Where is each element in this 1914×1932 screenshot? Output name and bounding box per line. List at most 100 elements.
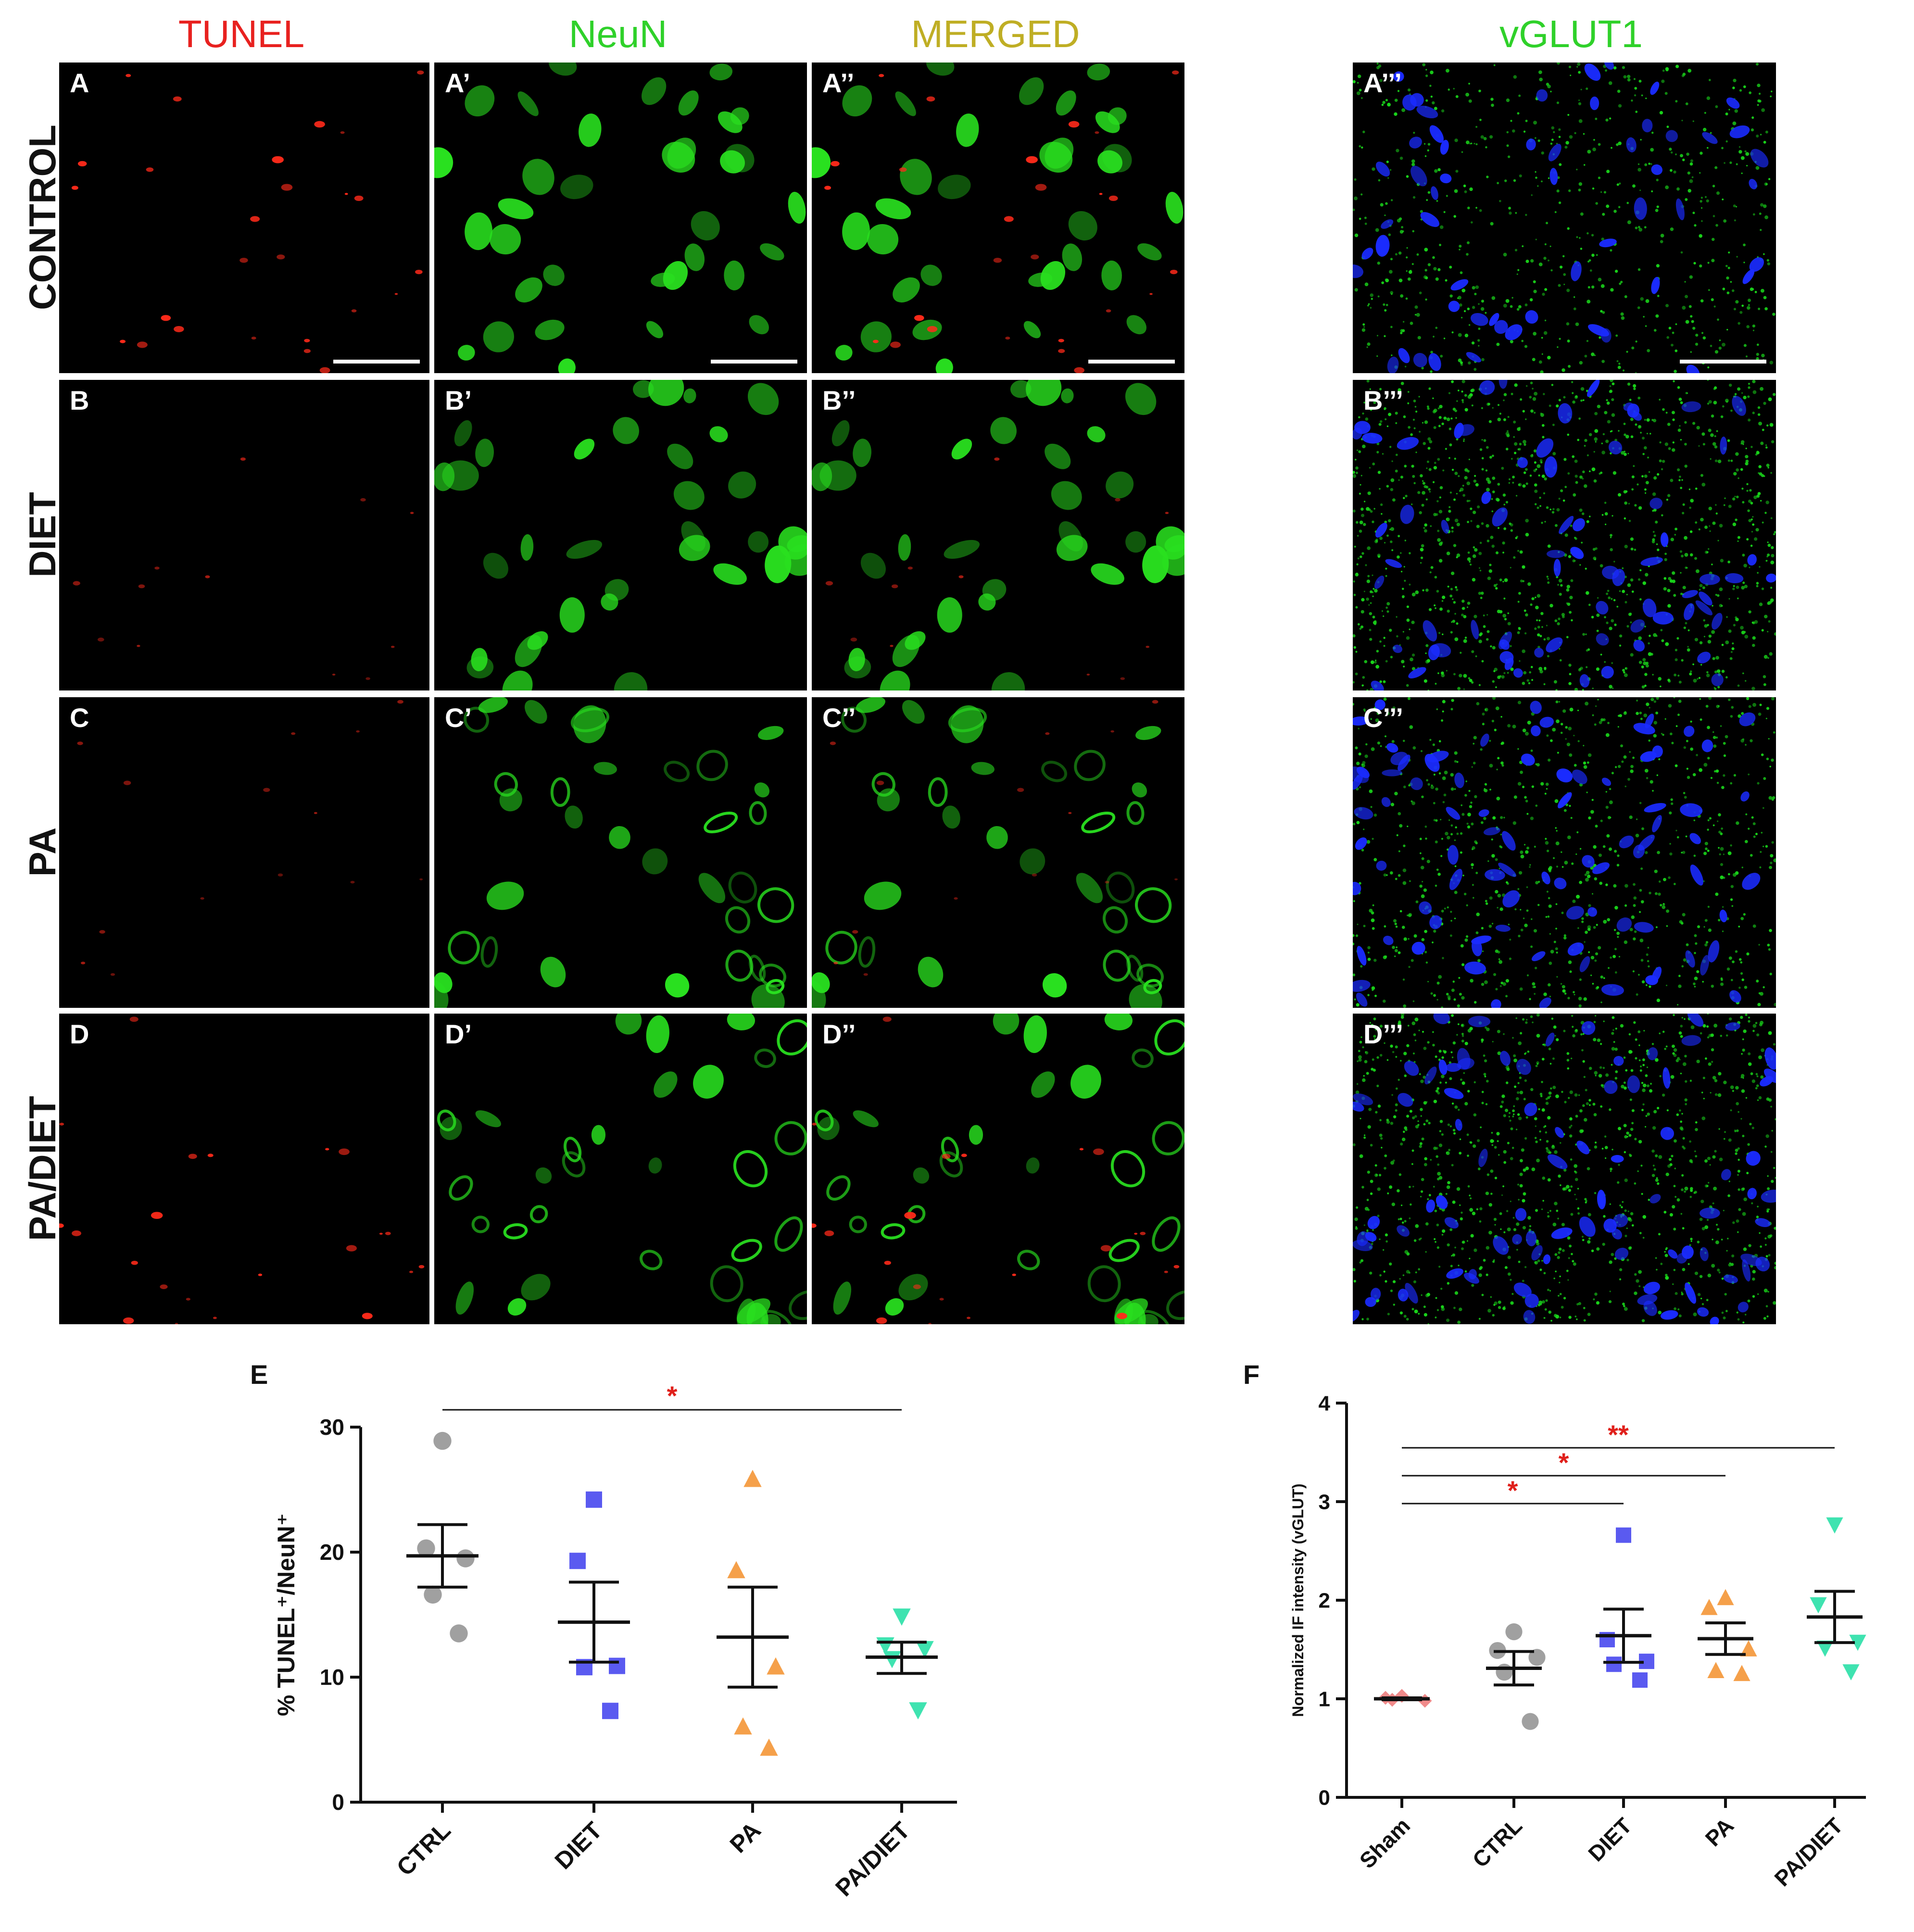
data-point	[450, 1624, 468, 1643]
micrograph-panel-b1: B’	[434, 380, 807, 690]
panel-f-label: F	[1243, 1359, 1259, 1390]
panel-label-a3: A’’’	[1363, 68, 1402, 98]
y-tick-label: 20	[320, 1540, 344, 1565]
panel-e-label: E	[250, 1359, 268, 1390]
row-title-padiet: PA/DIET	[21, 1096, 63, 1241]
significance-label: **	[1608, 1419, 1629, 1450]
micrograph-panel-c2: C’’	[812, 697, 1184, 1008]
data-point	[1700, 1599, 1718, 1615]
micrograph-panel-d2: D’’	[812, 1014, 1184, 1324]
data-point	[1528, 1649, 1546, 1666]
x-tick-label: DIET	[1583, 1813, 1637, 1866]
y-tick-label: 3	[1319, 1490, 1330, 1514]
micrograph-panel-a3: A’’’	[1353, 63, 1776, 373]
data-point	[909, 1702, 927, 1719]
data-point	[1522, 1713, 1539, 1730]
micrograph-panel-a1: A’	[434, 63, 807, 373]
panel-label-b2: B’’	[822, 385, 856, 415]
panel-label-d0: D	[70, 1019, 89, 1049]
panel-label-b0: B	[70, 385, 89, 415]
data-point	[424, 1585, 442, 1604]
y-tick-label: 10	[320, 1665, 344, 1690]
panel-label-c3: C’’’	[1363, 703, 1403, 733]
micrograph-panel-d1: D’	[434, 1014, 807, 1324]
micrograph-panel-b0: B	[59, 380, 429, 690]
y-tick-label: 2	[1319, 1589, 1330, 1612]
data-point	[727, 1561, 745, 1579]
row-title-control: CONTROL	[21, 125, 63, 310]
panel-label-d1: D’	[445, 1019, 472, 1049]
data-point	[1717, 1589, 1734, 1606]
x-tick-label: Sham	[1355, 1813, 1415, 1873]
data-point	[1842, 1664, 1860, 1681]
x-tick-label: CTRL	[1468, 1813, 1527, 1872]
x-tick-label: PA/DIET	[830, 1817, 915, 1901]
data-point	[456, 1549, 475, 1568]
data-point	[1849, 1634, 1866, 1651]
scale-bar	[1088, 360, 1175, 364]
data-point	[1505, 1623, 1523, 1641]
panel-label-b1: B’	[445, 385, 472, 415]
row-title-pa: PA	[21, 828, 63, 877]
data-point	[916, 1641, 934, 1658]
panel-label-c1: C’	[445, 703, 472, 733]
panel-label-a1: A’	[445, 68, 470, 98]
panel-label-b3: B’’’	[1363, 385, 1403, 415]
data-point	[1496, 1664, 1513, 1681]
panel-label-d3: D’’’	[1363, 1019, 1403, 1049]
panel-label-c2: C’’	[822, 703, 856, 733]
y-tick-label: 0	[1319, 1786, 1330, 1809]
scale-bar	[333, 360, 420, 364]
y-tick-label: 1	[1319, 1687, 1330, 1711]
column-titles: TUNEL NeuN MERGED vGLUT1	[178, 13, 1643, 55]
chart-panel-f: F 0 1 2 3 4 Normalized IF intensity (vGLUT) Sh…	[1243, 1359, 1866, 1891]
data-point	[883, 1651, 901, 1669]
row-titles: CONTROL DIET PA PA/DIET	[21, 125, 63, 1241]
data-point	[1606, 1656, 1622, 1672]
micrograph-panel-b2: B’’	[812, 380, 1184, 690]
y-axis-label: Normalized IF intensity (vGLUT)	[1289, 1483, 1307, 1717]
x-tick-label: PA	[725, 1817, 766, 1858]
panel-label-a2: A’’	[822, 68, 854, 98]
data-point	[1740, 1640, 1757, 1656]
column-title-tunel: TUNEL	[178, 13, 304, 55]
significance-label: *	[1559, 1447, 1569, 1478]
x-tick-label: PA	[1700, 1813, 1739, 1851]
x-tick-label: PA/DIET	[1769, 1813, 1848, 1891]
x-tick-label: DIET	[550, 1817, 607, 1874]
y-tick-label: 0	[332, 1790, 344, 1815]
data-point	[760, 1738, 778, 1756]
data-point	[1707, 1662, 1725, 1678]
micrograph-panel-a2: A’’	[812, 63, 1184, 373]
micrograph-panel-a0: A	[59, 63, 429, 373]
data-point	[569, 1553, 586, 1569]
micrograph-panel-d3: D’’’	[1353, 1014, 1776, 1324]
micrograph-panel-d0: D	[59, 1014, 429, 1324]
data-point	[893, 1608, 911, 1626]
data-point	[1616, 1527, 1631, 1543]
panel-label-a0: A	[70, 68, 89, 98]
data-point	[1816, 1641, 1834, 1657]
scale-bar	[711, 360, 797, 364]
micrograph-grid: A A’ A’’ A’’’ B B’ B’’ B’’’ C C’ C’’ C’’’ D D’ D’’ D’’’	[59, 63, 1776, 1324]
data-point	[1810, 1597, 1827, 1614]
panel-label-c0: C	[70, 703, 89, 733]
significance-label: *	[667, 1380, 678, 1411]
significance-label: *	[1508, 1475, 1518, 1505]
data-point	[1733, 1665, 1750, 1681]
data-point	[1632, 1672, 1648, 1688]
micrograph-panel-c3: C’’’	[1353, 697, 1776, 1008]
data-point	[734, 1717, 752, 1735]
data-point	[609, 1657, 625, 1674]
micrograph-panel-b3: B’’’	[1353, 380, 1776, 690]
row-title-diet: DIET	[21, 492, 63, 577]
panel-label-d2: D’’	[822, 1019, 856, 1049]
column-title-merged: MERGED	[911, 13, 1080, 55]
x-tick-label: CTRL	[391, 1817, 456, 1881]
y-axis-label: % TUNEL⁺/NeuN⁺	[273, 1513, 300, 1716]
data-point	[417, 1539, 435, 1557]
data-point	[767, 1657, 785, 1675]
data-point	[1826, 1517, 1843, 1534]
data-point	[1418, 1694, 1432, 1708]
